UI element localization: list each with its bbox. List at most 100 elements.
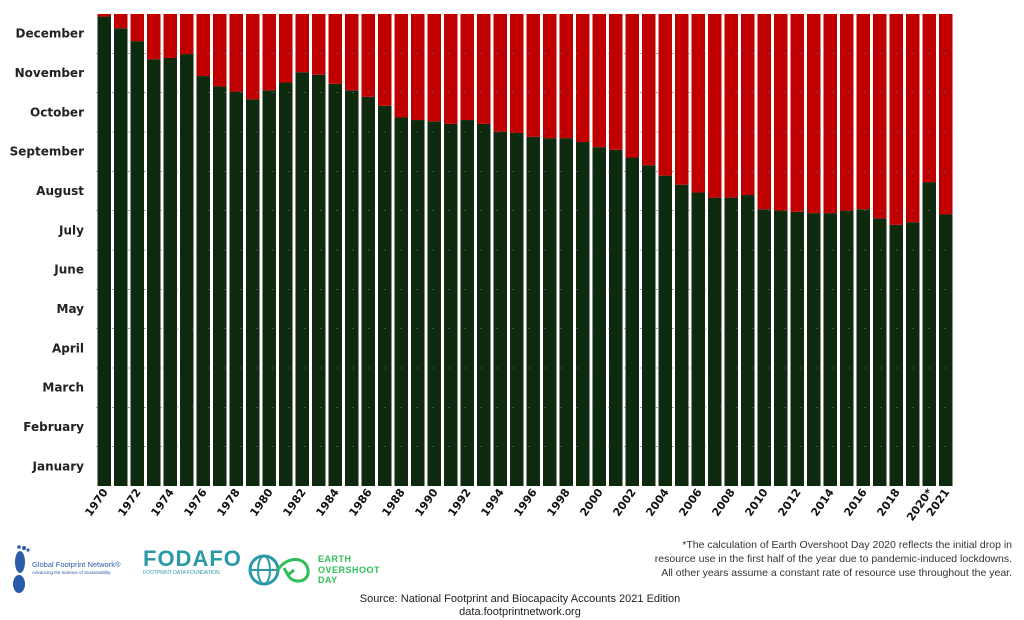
bar-overshoot-1983 — [312, 14, 326, 75]
gfn-tagline: Advancing the Science of Sustainability — [32, 570, 111, 575]
bars-group — [97, 14, 953, 487]
bar-overshoot-1972 — [130, 14, 144, 42]
fodafo-name: FODAFO — [143, 546, 242, 571]
bar-overshoot-2019 — [906, 14, 920, 223]
bar-biocapacity-2019 — [906, 222, 920, 486]
bar-overshoot-1997 — [543, 14, 557, 139]
x-tick-label: 2012 — [775, 486, 803, 519]
bar-overshoot-1979 — [246, 14, 260, 100]
overshoot-chart: January February March April May June July Augu… — [10, 14, 954, 524]
eod-line1: EARTH — [318, 554, 352, 564]
bar-biocapacity-2011 — [774, 210, 788, 486]
x-tick-label: 1992 — [445, 486, 473, 519]
bar-biocapacity-2003 — [642, 165, 656, 486]
y-tick-label: September — [10, 145, 84, 159]
bar-overshoot-1986 — [361, 14, 375, 97]
bar-overshoot-2002 — [625, 14, 639, 158]
x-tick-label: 1996 — [511, 486, 539, 519]
bar-overshoot-2010 — [757, 14, 771, 210]
bar-overshoot-1976 — [196, 14, 210, 77]
bar-biocapacity-1976 — [196, 76, 210, 487]
fodafo-tagline: FOOTPRINT DATA FOUNDATION — [143, 570, 220, 576]
bar-biocapacity-2007 — [708, 197, 722, 487]
bar-overshoot-2021 — [939, 14, 953, 215]
x-tick-label: 2000 — [577, 486, 605, 519]
bar-biocapacity-2018 — [889, 224, 903, 486]
x-tick-label: 1986 — [346, 486, 374, 519]
x-tick-label: 1994 — [478, 486, 506, 519]
bar-overshoot-2004 — [658, 14, 672, 176]
bar-overshoot-1980 — [262, 14, 276, 91]
bar-biocapacity-1993 — [477, 123, 491, 486]
bar-biocapacity-1982 — [295, 72, 309, 487]
bar-biocapacity-1978 — [229, 91, 243, 486]
bar-overshoot-2012 — [790, 14, 804, 212]
y-axis-labels: January February March April May June July Augu… — [10, 27, 85, 474]
x-axis-labels: 1970 1972 1974 1976 1978 1980 1982 1984 1986 1988… — [82, 486, 952, 524]
bar-biocapacity-1998 — [559, 138, 573, 487]
x-tick-label: 1980 — [247, 486, 275, 519]
bar-overshoot-2011 — [774, 14, 788, 211]
y-tick-label: November — [15, 66, 84, 80]
bar-overshoot-1982 — [295, 14, 309, 73]
x-tick-label: 2002 — [610, 486, 638, 519]
x-tick-label: 2008 — [709, 486, 737, 519]
bar-biocapacity-1995 — [510, 132, 524, 487]
bar-overshoot-1995 — [510, 14, 524, 133]
bar-overshoot-2017 — [873, 14, 887, 219]
bar-overshoot-2008 — [724, 14, 738, 198]
x-tick-label: 1974 — [148, 486, 176, 519]
bar-overshoot-2006 — [691, 14, 705, 193]
y-tick-label: October — [30, 105, 84, 119]
bar-overshoot-1971 — [114, 14, 128, 29]
bar-overshoot-2000 — [592, 14, 606, 148]
x-tick-label: 1978 — [214, 486, 242, 519]
bar-overshoot-1975 — [180, 14, 194, 55]
bar-biocapacity-1970 — [97, 16, 111, 486]
x-tick-label: 1982 — [280, 486, 308, 519]
bar-overshoot-1981 — [279, 14, 293, 83]
footnote-line: All other years assume a constant rate o… — [661, 567, 1012, 579]
bar-biocapacity-1991 — [444, 123, 458, 486]
bar-biocapacity-2021 — [939, 214, 953, 486]
bar-overshoot-2013 — [807, 14, 821, 214]
bar-overshoot-1991 — [444, 14, 458, 124]
bar-biocapacity-1975 — [180, 54, 194, 486]
x-tick-label: 2004 — [643, 486, 671, 519]
y-tick-label: June — [53, 263, 84, 277]
y-tick-label: July — [58, 223, 84, 237]
bar-overshoot-2018 — [889, 14, 903, 225]
bar-biocapacity-2002 — [625, 157, 639, 486]
bar-biocapacity-1977 — [213, 86, 227, 486]
bar-overshoot-1970 — [97, 14, 111, 17]
bar-overshoot-2016 — [856, 14, 870, 210]
bar-overshoot-1993 — [477, 14, 491, 124]
x-tick-label: 1972 — [115, 486, 143, 519]
bar-overshoot-1994 — [493, 14, 507, 132]
bar-biocapacity-1997 — [543, 138, 557, 487]
bar-biocapacity-1983 — [312, 74, 326, 487]
bar-biocapacity-1974 — [163, 57, 177, 486]
bar-overshoot-2001 — [609, 14, 623, 150]
x-tick-label: 2018 — [874, 486, 902, 519]
bar-biocapacity-1984 — [328, 83, 342, 486]
bar-biocapacity-2017 — [873, 218, 887, 486]
bar-overshoot-2015 — [840, 14, 854, 211]
bar-overshoot-1990 — [427, 14, 441, 122]
x-tick-label: 1970 — [82, 486, 110, 519]
bar-biocapacity-1986 — [361, 96, 375, 486]
bar-overshoot-2007 — [708, 14, 722, 198]
x-tick-label: 1998 — [544, 486, 572, 519]
bar-biocapacity-1972 — [130, 41, 144, 487]
bar-biocapacity-1988 — [394, 117, 408, 486]
gfn-name: Global Footprint Network® — [32, 560, 121, 569]
bar-biocapacity-2020 — [922, 182, 936, 486]
bar-biocapacity-2001 — [609, 149, 623, 486]
y-tick-label: May — [57, 302, 85, 316]
x-tick-label: 1990 — [412, 486, 440, 519]
x-tick-label: 2016 — [841, 486, 869, 519]
eod-line2: OVERSHOOT — [318, 564, 381, 575]
bar-overshoot-1977 — [213, 14, 227, 87]
bar-biocapacity-1990 — [427, 121, 441, 486]
x-tick-label: 1984 — [313, 486, 341, 519]
